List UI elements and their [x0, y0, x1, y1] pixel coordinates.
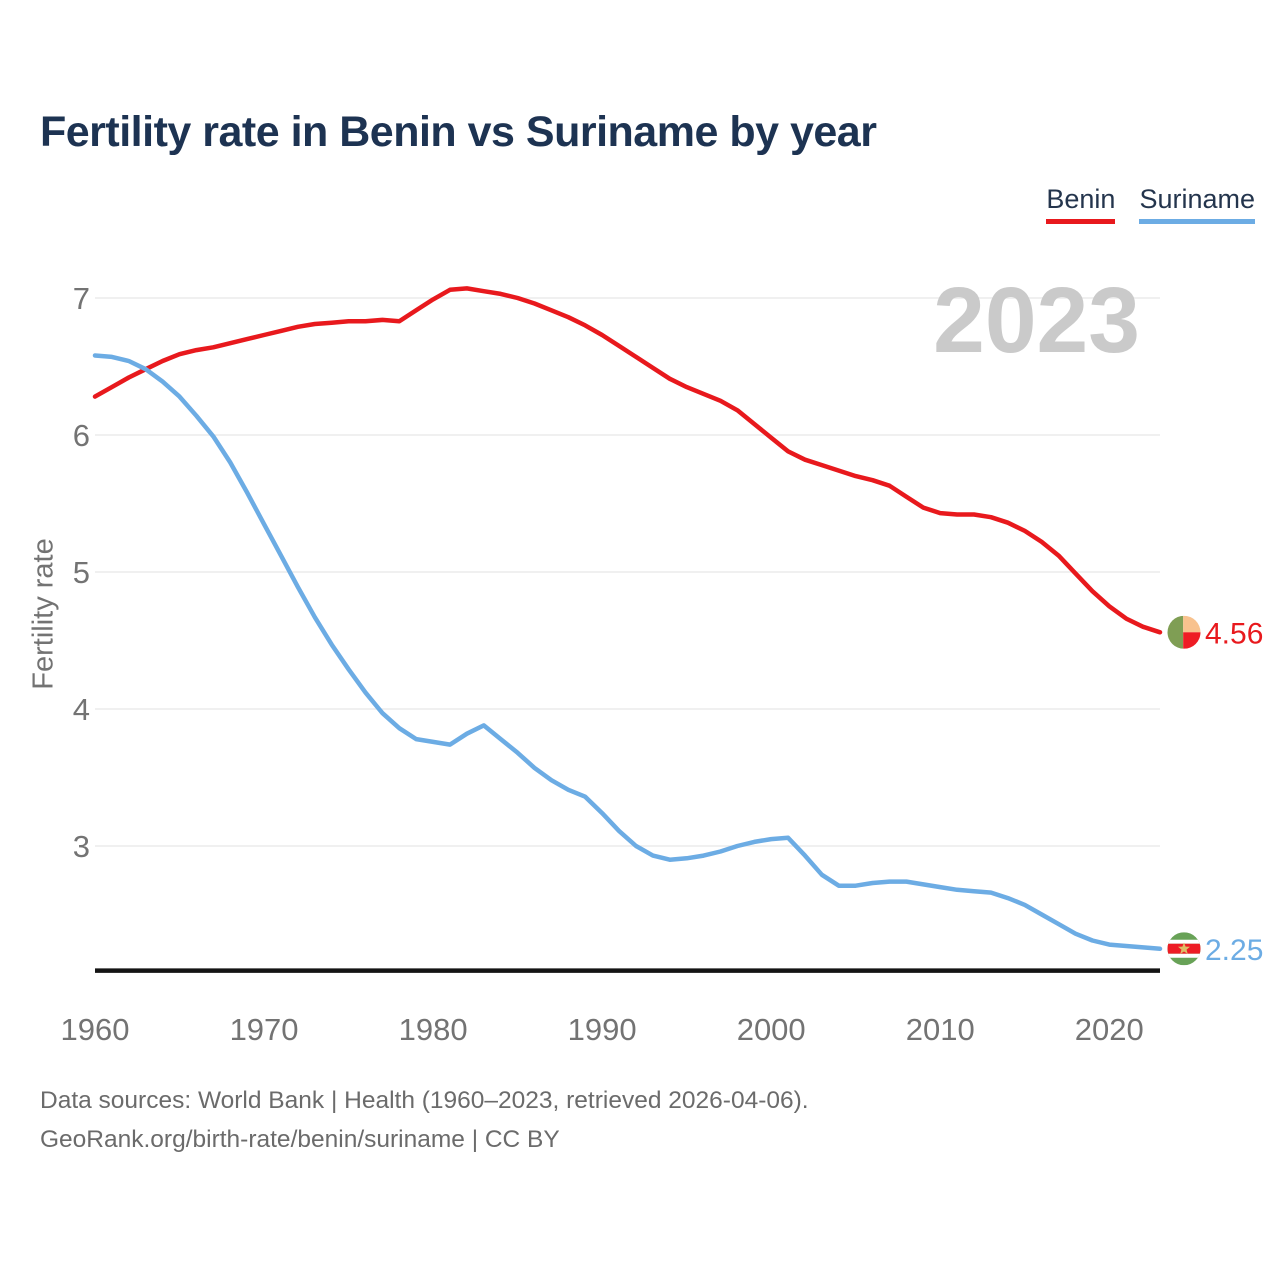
fertility-line-chart: 2023 7 6 5 4 3 1960 1970 1980 1990 2000 2010 2020 4.5… [61, 268, 1264, 1047]
x-tick-1970: 1970 [230, 1012, 299, 1047]
legend-swatch-suriname [1139, 219, 1255, 224]
suriname-end-value: 2.25 [1205, 934, 1263, 967]
y-tick-7: 7 [73, 281, 90, 316]
benin-end-value: 4.56 [1205, 617, 1263, 650]
y-tick-3: 3 [73, 829, 90, 864]
x-tick-2010: 2010 [906, 1012, 975, 1047]
x-tick-2000: 2000 [737, 1012, 806, 1047]
suriname-flag-icon [1167, 932, 1201, 966]
x-tick-2020: 2020 [1075, 1012, 1144, 1047]
legend-label-suriname: Suriname [1139, 184, 1255, 214]
legend-label-benin: Benin [1046, 184, 1116, 214]
legend-item-benin[interactable]: Benin [1046, 184, 1116, 224]
suriname-line [92, 353, 1163, 952]
watermark-year: 2023 [933, 268, 1140, 372]
footer: Data sources: World Bank | Health (1960–… [40, 1082, 809, 1159]
legend: Benin Suriname [1046, 184, 1255, 224]
benin-line [92, 286, 1163, 635]
legend-item-suriname[interactable]: Suriname [1139, 184, 1255, 224]
page-title: Fertility rate in Benin vs Suriname by y… [40, 108, 877, 156]
x-tick-1980: 1980 [399, 1012, 468, 1047]
y-tick-5: 5 [73, 555, 90, 590]
legend-swatch-benin [1046, 219, 1116, 224]
suriname-star [1178, 942, 1190, 954]
x-tick-1960: 1960 [61, 1012, 130, 1047]
y-tick-6: 6 [73, 418, 90, 453]
footer-data-sources: Data sources: World Bank | Health (1960–… [40, 1087, 809, 1114]
x-tick-1990: 1990 [568, 1012, 637, 1047]
footer-attribution: GeoRank.org/birth-rate/benin/suriname | … [40, 1125, 560, 1153]
y-tick-4: 4 [73, 692, 90, 727]
